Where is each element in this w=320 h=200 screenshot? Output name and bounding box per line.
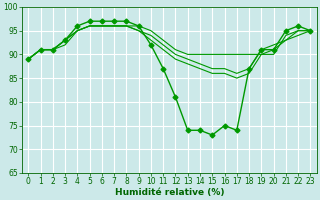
X-axis label: Humidité relative (%): Humidité relative (%) [115,188,224,197]
